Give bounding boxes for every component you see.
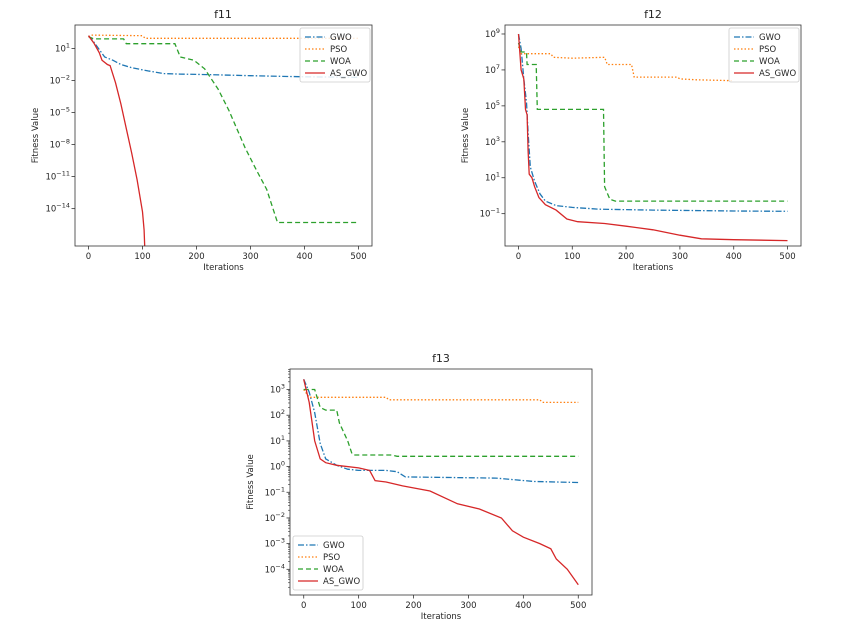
legend-box	[728, 27, 800, 83]
x-tick-label: 200	[618, 252, 634, 262]
y-tick-label: 105	[485, 99, 500, 112]
x-tick-label: 0	[516, 252, 521, 262]
x-tick-label: 300	[460, 601, 476, 611]
x-tick-label: 500	[570, 601, 586, 611]
y-tick-label: 109	[485, 27, 500, 40]
x-axis-label: Iterations	[203, 263, 244, 273]
y-tick-label: 10−5	[50, 106, 70, 119]
x-tick-label: 300	[672, 252, 688, 262]
series-line-as-gwo	[87, 35, 146, 246]
x-tick-label: 500	[779, 252, 795, 262]
y-tick-label: 10−2	[265, 511, 285, 524]
legend-label: WOA	[323, 565, 344, 575]
plot-frame	[504, 24, 802, 247]
legend: GWO PSO WOA AS_GWO	[292, 535, 364, 591]
y-tick-label: 10−11	[45, 170, 70, 183]
x-axis-label: Iterations	[421, 612, 462, 622]
y-tick-label: 107	[485, 63, 500, 76]
y-tick-label: 10−3	[265, 537, 285, 550]
legend-label: AS_GWO	[323, 577, 360, 587]
legend-label: WOA	[759, 57, 780, 67]
x-axis-label: Iterations	[633, 263, 674, 273]
legend-label: WOA	[330, 57, 351, 67]
series-line-pso	[517, 46, 734, 82]
x-tick-label: 300	[242, 252, 258, 262]
legend-box	[299, 27, 371, 83]
series-line-woa	[517, 42, 788, 202]
series-line-gwo	[303, 379, 579, 484]
y-axis-label: Fitness Value	[246, 454, 256, 509]
legend-label: AS_GWO	[759, 69, 796, 79]
legend-label: PSO	[323, 553, 341, 563]
legend-label: AS_GWO	[330, 69, 367, 79]
series-line-as-gwo	[517, 33, 788, 242]
chart-f11: f11 0 100 200 300 400 500 101 10−2 10−5 10−8 10−11 1…	[31, 8, 373, 273]
y-tick-label: 102	[270, 408, 285, 421]
x-tick-label: 100	[564, 252, 580, 262]
legend-box	[292, 535, 364, 591]
chart-title: f12	[644, 8, 662, 21]
series-line-woa	[88, 36, 359, 224]
legend-label: PSO	[759, 45, 777, 55]
legend-label: GWO	[330, 33, 352, 43]
y-tick-label: 101	[485, 171, 500, 184]
chart-title: f13	[432, 352, 450, 365]
series-line-woa	[303, 388, 579, 457]
chart-title: f11	[214, 8, 232, 21]
y-tick-label: 10−14	[45, 202, 70, 215]
x-tick-label: 500	[350, 252, 366, 262]
x-tick-label: 400	[296, 252, 312, 262]
y-tick-label: 10−8	[50, 138, 70, 151]
legend: GWO PSO WOA AS_GWO	[299, 27, 371, 83]
y-tick-label: 10−1	[480, 207, 500, 220]
legend-label: GWO	[759, 33, 781, 43]
chart-f12: f12 0 100 200 300 400 500 109 107 105 103 101 10−1 It…	[461, 8, 802, 273]
plot-frame	[289, 368, 593, 596]
series-line-gwo	[517, 33, 788, 212]
series-line-as-gwo	[303, 379, 579, 586]
x-tick-label: 100	[351, 601, 367, 611]
x-tick-label: 400	[515, 601, 531, 611]
x-tick-label: 0	[301, 601, 306, 611]
x-tick-label: 200	[188, 252, 204, 262]
y-axis-label: Fitness Value	[31, 108, 41, 163]
series-line-pso	[303, 389, 579, 404]
y-tick-label: 10−4	[265, 562, 285, 575]
legend-label: PSO	[330, 45, 348, 55]
y-tick-label: 10−2	[50, 74, 70, 87]
y-tick-label: 101	[55, 41, 70, 54]
y-tick-label: 100	[270, 460, 285, 473]
x-tick-label: 400	[726, 252, 742, 262]
x-tick-label: 100	[134, 252, 150, 262]
legend-label: GWO	[323, 541, 345, 551]
y-tick-label: 101	[270, 434, 285, 447]
chart-f13: f13 0 100 200 300 400 500 103 102 101 100 10−1 10−2 1…	[246, 352, 593, 622]
y-tick-label: 10−1	[265, 485, 285, 498]
x-tick-label: 0	[86, 252, 91, 262]
legend: GWO PSO WOA AS_GWO	[728, 27, 800, 83]
y-tick-label: 103	[270, 383, 285, 396]
plot-frame	[74, 24, 373, 247]
y-tick-label: 103	[485, 135, 500, 148]
x-tick-label: 200	[405, 601, 421, 611]
y-axis-label: Fitness Value	[461, 108, 471, 163]
